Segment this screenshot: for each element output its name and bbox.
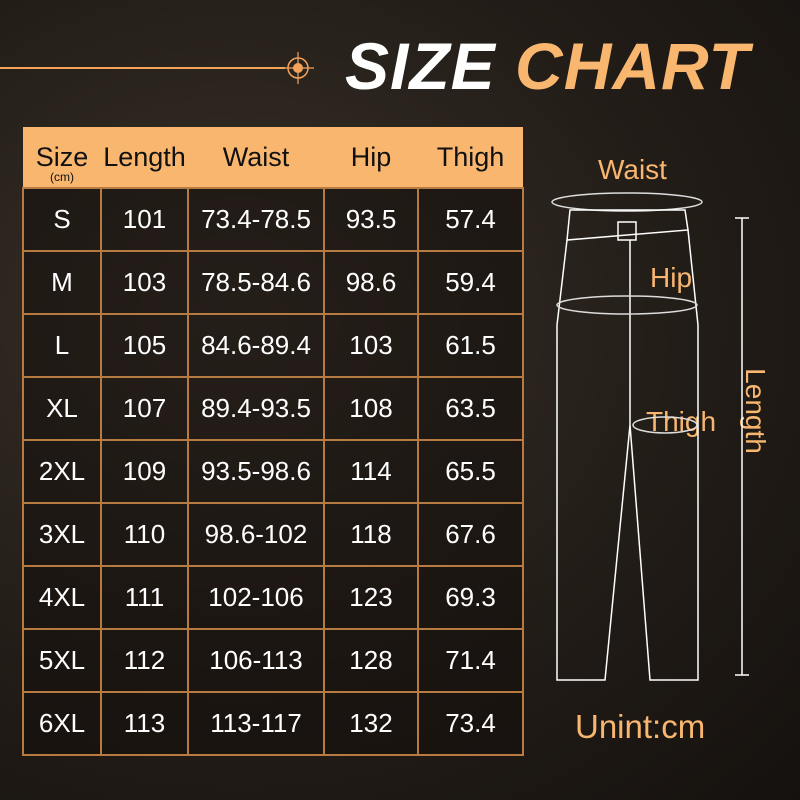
table-row: S 101 73.4-78.5 93.5 57.4	[22, 187, 524, 252]
cell-length: 109	[100, 439, 189, 504]
header-thigh: Thigh	[418, 127, 523, 188]
cell-hip: 114	[323, 439, 419, 504]
cell-size: M	[22, 250, 102, 315]
cell-size: 5XL	[22, 628, 102, 693]
unit-note: Unint:cm	[575, 708, 706, 745]
hip-label: Hip	[650, 262, 693, 293]
cell-thigh: 69.3	[417, 565, 524, 630]
table-row: 3XL 110 98.6-102 118 67.6	[22, 502, 524, 567]
size-unit: (cm)	[50, 170, 74, 184]
cell-hip: 93.5	[323, 187, 419, 252]
crosshair-icon	[282, 52, 314, 84]
cell-thigh: 61.5	[417, 313, 524, 378]
cell-size: 4XL	[22, 565, 102, 630]
table-row: 2XL 109 93.5-98.6 114 65.5	[22, 439, 524, 504]
cell-hip: 103	[323, 313, 419, 378]
cell-hip: 118	[323, 502, 419, 567]
table-row: M 103 78.5-84.6 98.6 59.4	[22, 250, 524, 315]
cell-length: 107	[100, 376, 189, 441]
table-row: 4XL 111 102-106 123 69.3	[22, 565, 524, 630]
cell-waist: 98.6-102	[187, 502, 325, 567]
cell-waist: 102-106	[187, 565, 325, 630]
cell-hip: 123	[323, 565, 419, 630]
size-table: Size (cm) Length Waist Hip Thigh S 101 73.4…	[22, 127, 524, 756]
header-hip: Hip	[324, 127, 418, 188]
cell-length: 110	[100, 502, 189, 567]
cell-waist: 113-117	[187, 691, 325, 756]
page-title: SIZE CHART	[345, 29, 750, 103]
header-waist: Waist	[188, 127, 324, 188]
table-row: 5XL 112 106-113 128 71.4	[22, 628, 524, 693]
table-row: 6XL 113 113-117 132 73.4	[22, 691, 524, 756]
cell-length: 111	[100, 565, 189, 630]
cell-length: 113	[100, 691, 189, 756]
cell-thigh: 65.5	[417, 439, 524, 504]
table-header: Size (cm) Length Waist Hip Thigh	[23, 127, 523, 188]
pants-diagram	[551, 192, 749, 681]
cell-size: 3XL	[22, 502, 102, 567]
cell-waist: 89.4-93.5	[187, 376, 325, 441]
decorative-line	[0, 67, 285, 69]
table-row: XL 107 89.4-93.5 108 63.5	[22, 376, 524, 441]
cell-length: 112	[100, 628, 189, 693]
cell-thigh: 59.4	[417, 250, 524, 315]
cell-waist: 73.4-78.5	[187, 187, 325, 252]
cell-thigh: 63.5	[417, 376, 524, 441]
cell-length: 103	[100, 250, 189, 315]
waist-label: Waist	[598, 154, 667, 185]
cell-thigh: 71.4	[417, 628, 524, 693]
cell-size: 6XL	[22, 691, 102, 756]
cell-size: 2XL	[22, 439, 102, 504]
cell-hip: 98.6	[323, 250, 419, 315]
cell-waist: 78.5-84.6	[187, 250, 325, 315]
cell-size: S	[22, 187, 102, 252]
cell-hip: 132	[323, 691, 419, 756]
cell-thigh: 67.6	[417, 502, 524, 567]
cell-hip: 128	[323, 628, 419, 693]
cell-size: L	[22, 313, 102, 378]
cell-length: 105	[100, 313, 189, 378]
cell-thigh: 73.4	[417, 691, 524, 756]
cell-hip: 108	[323, 376, 419, 441]
table-row: L 105 84.6-89.4 103 61.5	[22, 313, 524, 378]
header-size: Size (cm)	[23, 127, 101, 188]
cell-length: 101	[100, 187, 189, 252]
cell-waist: 106-113	[187, 628, 325, 693]
header-length: Length	[101, 127, 188, 188]
cell-waist: 93.5-98.6	[187, 439, 325, 504]
cell-thigh: 57.4	[417, 187, 524, 252]
cell-size: XL	[22, 376, 102, 441]
cell-waist: 84.6-89.4	[187, 313, 325, 378]
